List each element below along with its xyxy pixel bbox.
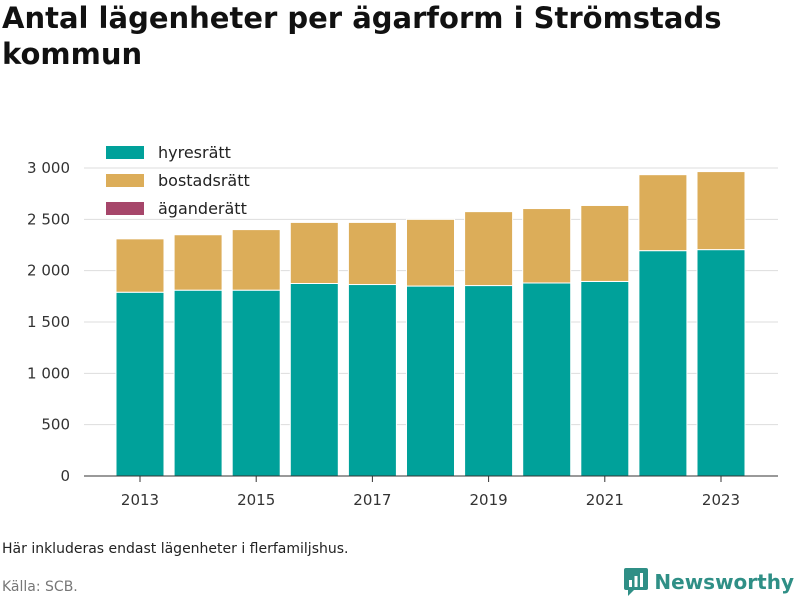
y-tick-label: 2 000 — [27, 262, 70, 280]
bar-hyresrätt-2013 — [115, 291, 165, 477]
bar-hyresrätt-2018 — [406, 285, 455, 477]
bar-bostadsrätt-2021 — [580, 204, 630, 282]
bar-bostadsrätt-2017 — [347, 221, 397, 286]
bar-bostadsrätt-2018 — [406, 218, 455, 287]
brand-name: Newsworthy — [654, 570, 794, 594]
legend: hyresrätt bostadsrätt äganderätt — [106, 143, 250, 218]
bar-bostadsrätt-2014 — [173, 234, 223, 291]
chart-title: Antal lägenheter per ägarform i Strömsta… — [2, 1, 722, 71]
x-tick-label: 2015 — [237, 491, 275, 509]
bar-hyresrätt-2022 — [638, 250, 688, 477]
bar-bostadsrätt-2020 — [522, 208, 572, 284]
bar-bostadsrätt-2023 — [696, 171, 746, 251]
y-axis: 0 500 1 000 1 500 2 000 2 500 3 000 — [27, 159, 70, 485]
bar-bostadsrätt-2022 — [638, 174, 688, 252]
bar-bostadsrätt-2015 — [231, 229, 281, 291]
y-tick-label: 500 — [41, 416, 70, 434]
legend-swatch-bostadsrätt — [106, 174, 144, 187]
x-axis: 2013 2015 2017 2019 2021 2023 — [84, 475, 778, 509]
y-tick-label: 1 500 — [27, 313, 70, 331]
newsworthy-logo-icon — [624, 568, 649, 596]
legend-label-hyresrätt: hyresrätt — [158, 143, 231, 162]
legend-label-bostadsrätt: bostadsrätt — [158, 171, 250, 190]
y-tick-label: 1 000 — [27, 364, 70, 382]
bar-hyresrätt-2021 — [580, 280, 630, 477]
bar-hyresrätt-2019 — [464, 285, 514, 477]
bar-bostadsrätt-2019 — [464, 211, 514, 287]
y-tick-label: 0 — [60, 467, 70, 485]
legend-swatch-äganderätt — [106, 202, 144, 215]
chart-note: Här inkluderas endast lägenheter i flerf… — [2, 541, 349, 557]
bar-hyresrätt-2023 — [696, 249, 746, 477]
bar-bostadsrätt-2016 — [289, 221, 339, 284]
brand-logo: Newsworthy — [624, 568, 794, 596]
y-tick-label: 2 500 — [27, 210, 70, 228]
bar-hyresrätt-2014 — [173, 289, 223, 477]
bar-hyresrätt-2016 — [289, 283, 339, 477]
legend-label-äganderätt: äganderätt — [158, 199, 247, 218]
source-text: Källa: SCB. — [2, 579, 78, 595]
x-tick-label: 2021 — [586, 491, 624, 509]
bar-bostadsrätt-2013 — [115, 238, 165, 293]
bar-hyresrätt-2017 — [347, 284, 397, 477]
x-tick-label: 2017 — [353, 491, 391, 509]
bars — [115, 171, 746, 477]
y-tick-label: 3 000 — [27, 159, 70, 177]
bar-hyresrätt-2020 — [522, 282, 572, 477]
legend-swatch-hyresrätt — [106, 146, 144, 159]
x-tick-label: 2013 — [121, 491, 159, 509]
x-tick-label: 2019 — [470, 491, 508, 509]
bar-hyresrätt-2015 — [231, 289, 281, 477]
x-tick-label: 2023 — [702, 491, 740, 509]
